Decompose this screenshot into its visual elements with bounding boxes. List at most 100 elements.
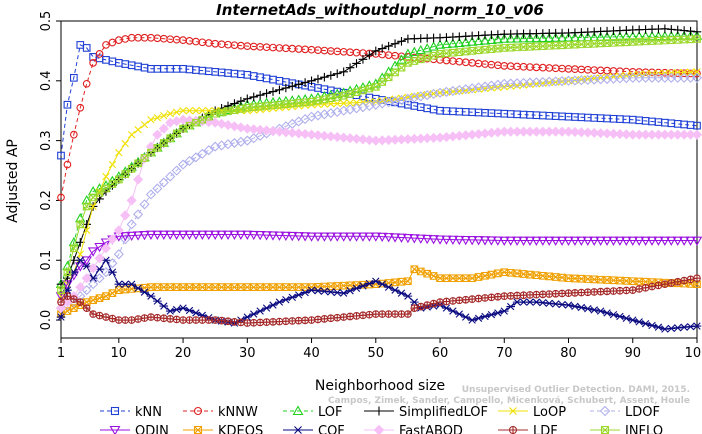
data-point [307,286,316,294]
data-point [126,195,137,206]
data-point [262,89,271,98]
data-point [81,285,92,296]
data-point [126,231,137,242]
data-point [82,79,91,88]
data-point [165,307,175,315]
data-point [633,31,645,41]
data-point [108,180,117,188]
data-point [76,220,85,229]
data-point [396,54,407,64]
data-point [198,115,207,124]
data-point [500,292,509,300]
data-point [326,71,336,80]
legend-label: LOF [318,405,343,420]
data-point [158,177,169,188]
data-point [307,76,316,86]
data-point [673,324,683,332]
x-tick-label: 100 [685,346,702,361]
data-point [357,232,369,242]
legend-swatch-marker [509,407,517,415]
data-point [236,96,246,106]
data-point [569,126,581,138]
data-point [210,117,221,128]
data-point [320,287,329,296]
data-point [184,230,195,240]
data-point [89,296,97,304]
legend-item-fastabod: FastABOD [364,424,463,434]
data-point [429,272,438,280]
data-point [460,37,471,47]
data-point [280,231,292,242]
data-point [402,48,414,58]
data-point [428,41,439,51]
data-point [190,152,201,163]
data-point [224,317,232,326]
data-point [338,132,349,143]
data-point [608,236,619,246]
data-point [76,298,85,306]
data-point [654,281,663,290]
data-point [192,118,200,127]
data-point [667,324,676,333]
data-point [692,322,702,330]
data-point [410,57,419,65]
data-point [114,175,123,184]
data-point [306,232,317,242]
data-point [281,100,290,108]
data-point [616,286,624,295]
data-point [346,312,354,321]
data-point [582,127,593,138]
data-point [338,232,349,242]
data-point [275,100,284,109]
data-point [268,87,278,96]
data-point [332,69,342,78]
data-point [204,316,213,324]
data-point [640,236,651,246]
data-point [262,318,271,326]
legend-swatch-marker [110,406,120,416]
data-point [222,230,234,240]
data-point [416,267,425,276]
data-point [121,139,129,148]
data-point [449,297,457,305]
data-point [589,306,599,314]
data-point [108,268,117,276]
legend-label: kNN [135,405,162,420]
x-tick-label: 60 [432,346,449,361]
series-knn [57,41,701,160]
data-point [332,288,342,297]
data-point [229,121,240,132]
data-point [461,47,470,56]
data-point [492,236,504,246]
legend-label: LoOP [533,405,566,420]
data-point [415,44,427,55]
data-point [391,68,399,77]
data-point [633,236,645,246]
x-tick-label: 10 [111,346,128,361]
data-point [434,39,446,49]
data-point [468,295,477,303]
data-point [164,230,176,240]
data-point [57,286,65,295]
data-point [691,129,702,140]
data-point [518,236,529,246]
data-point [281,317,290,326]
data-point [288,317,297,325]
data-point [121,316,130,324]
data-point [158,123,169,134]
data-point [89,310,97,318]
data-point [237,105,245,113]
data-point [537,32,549,43]
data-point [365,84,374,93]
data-point [402,233,414,244]
data-point [75,282,86,293]
data-point [505,33,516,43]
y-tick-label: 0.3 [39,130,54,151]
legend: kNN kNNW LOF SimplifiedLOF LoOP LDOF ODIN KDEOS… [100,405,663,434]
data-point [583,288,592,297]
data-point [679,26,689,35]
data-point [147,148,155,157]
data-point [243,94,252,104]
data-point [172,315,181,324]
